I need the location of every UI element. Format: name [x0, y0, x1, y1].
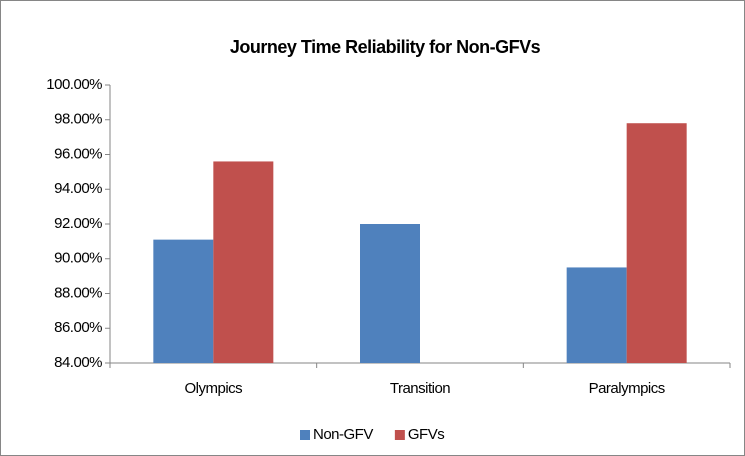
- legend-swatch: [300, 430, 310, 440]
- x-tick-label: Transition: [390, 380, 450, 397]
- x-tick-label: Paralympics: [589, 380, 665, 397]
- legend-swatch: [394, 430, 405, 440]
- bar: [213, 161, 274, 363]
- bar: [626, 123, 687, 363]
- y-tick-label: 94.00%: [54, 180, 102, 197]
- y-tick-label: 84.00%: [54, 354, 102, 371]
- bar: [153, 239, 214, 363]
- bar: [360, 224, 420, 363]
- y-tick-label: 98.00%: [54, 111, 102, 128]
- y-tick-label: 100.00%: [46, 76, 102, 93]
- bar: [566, 267, 627, 363]
- y-tick-label: 92.00%: [54, 215, 102, 232]
- y-tick-label: 96.00%: [54, 145, 102, 162]
- y-tick-label: 86.00%: [54, 319, 102, 336]
- legend-label: Non-GFV: [313, 426, 373, 443]
- y-tick-label: 88.00%: [54, 284, 102, 301]
- y-tick-label: 90.00%: [54, 250, 102, 267]
- chart-title: Journey Time Reliability for Non-GFVs: [230, 37, 541, 57]
- x-tick-label: Olympics: [184, 380, 242, 397]
- legend-label: GFVs: [408, 426, 444, 443]
